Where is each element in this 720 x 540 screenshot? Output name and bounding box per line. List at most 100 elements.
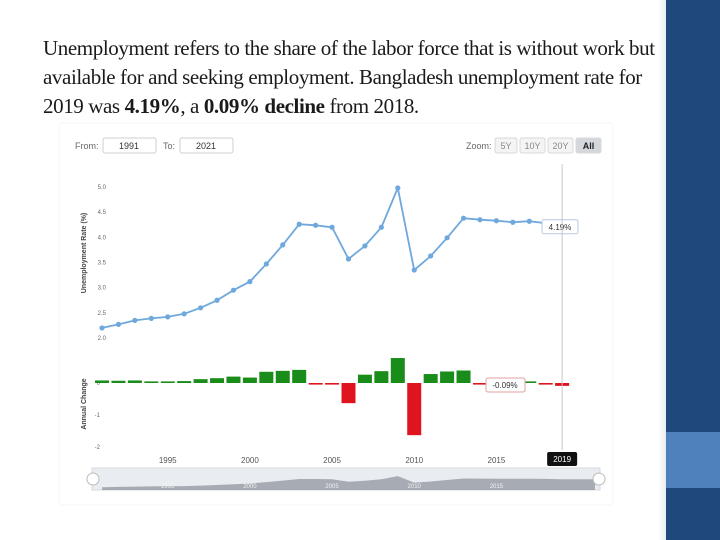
navigator-label: 2005 [325, 484, 339, 490]
annual-change-bar[interactable] [292, 369, 307, 383]
zoom-button-all[interactable] [575, 137, 602, 154]
line-y-tick-label: 4.5 [98, 210, 107, 216]
x-highlight-label: 2019 [553, 455, 571, 464]
annual-change-bar[interactable] [357, 374, 372, 383]
navigator-left-handle[interactable] [86, 472, 100, 486]
to-value: 2021 [196, 141, 216, 151]
line-y-tick-label: 3.0 [98, 286, 107, 292]
unemployment-point[interactable] [280, 242, 286, 248]
annual-change-bar[interactable] [111, 380, 126, 383]
unemployment-point[interactable] [296, 221, 302, 227]
zoom-button-label: 20Y [552, 141, 568, 151]
annual-change-bar[interactable] [374, 371, 389, 383]
unemployment-point[interactable] [165, 314, 171, 320]
unemployment-point[interactable] [493, 218, 499, 224]
x-tick-label: 2015 [488, 456, 506, 465]
bar-y-tick-label: -2 [95, 445, 101, 451]
zoom-button-20y[interactable] [547, 137, 574, 154]
unemployment-point[interactable] [115, 321, 122, 328]
unemployment-point[interactable] [247, 279, 253, 285]
from-input[interactable] [102, 137, 157, 154]
annual-change-bar[interactable] [193, 379, 208, 383]
navigator-label: 2000 [243, 484, 257, 490]
unemployment-point[interactable] [378, 224, 384, 230]
x-highlight-badge [547, 452, 578, 466]
x-tick-label: 2010 [405, 456, 423, 465]
annual-change-bar[interactable] [456, 370, 471, 383]
unemployment-point[interactable] [198, 305, 204, 311]
chart-canvas: From: 1991 To: 2021 Zoom: 5Y 10Y 20Y All Un… [75, 137, 606, 491]
unemployment-point[interactable] [395, 185, 401, 191]
navigator-label: 2010 [408, 484, 422, 490]
annual-change-bar[interactable] [127, 380, 142, 383]
from-value: 1991 [119, 141, 139, 151]
x-tick-label: 2005 [323, 456, 341, 465]
annual-change-bar[interactable] [275, 370, 290, 383]
bar-tooltip [485, 377, 526, 393]
x-tick-label: 2000 [241, 456, 259, 465]
annual-change-bar[interactable] [472, 383, 487, 385]
unemployment-point[interactable] [526, 218, 532, 224]
annual-change-bar[interactable] [226, 376, 241, 383]
annual-change-bar[interactable] [144, 381, 159, 383]
zoom-label: Zoom: [466, 141, 492, 151]
navigator-label: 1995 [161, 484, 175, 490]
line-y-tick-label: 3.5 [98, 261, 107, 267]
unemployment-point[interactable] [345, 256, 352, 262]
annual-change-bar[interactable] [95, 380, 109, 383]
annual-change-bar[interactable] [259, 371, 274, 383]
slide-bold-change: 0.09% decline [203, 94, 325, 118]
annual-change-bar[interactable] [423, 374, 438, 383]
annual-change-bar[interactable] [390, 358, 405, 383]
unemployment-point[interactable] [329, 224, 335, 230]
zoom-button-label: 5Y [500, 141, 511, 151]
line-y-tick-label: 2.5 [98, 311, 107, 317]
unemployment-point[interactable] [230, 287, 237, 293]
bar-y-tick-label: 0 [97, 381, 101, 387]
chart-widget: From: 1991 To: 2021 Zoom: 5Y 10Y 20Y All Un… [60, 124, 612, 504]
navigator-right-handle[interactable] [592, 472, 606, 486]
bar-y-axis-title: Annual Change [81, 378, 88, 429]
annual-change-bar[interactable] [177, 381, 192, 383]
unemployment-point[interactable] [477, 217, 483, 223]
annual-change-bar[interactable] [407, 383, 422, 436]
line-y-tick-label: 4.0 [98, 235, 107, 241]
annual-change-bar[interactable] [210, 378, 225, 383]
slide-bold-value: 4.19% [124, 94, 181, 118]
zoom-button-10y[interactable] [519, 137, 546, 154]
annual-change-bar[interactable] [325, 383, 340, 385]
annual-change-bar[interactable] [522, 381, 537, 383]
annual-change-bar[interactable] [440, 371, 455, 383]
line-y-tick-label: 5.0 [98, 185, 107, 191]
annual-change-bar[interactable] [242, 377, 257, 383]
annual-change-bar[interactable] [308, 383, 323, 385]
unemployment-point[interactable] [362, 243, 368, 249]
x-tick-label: 1995 [159, 456, 177, 465]
bar-y-tick-label: -1 [95, 413, 101, 419]
zoom-button-5y[interactable] [494, 137, 518, 154]
slide-paragraph: Unemployment refers to the share of the … [43, 34, 673, 121]
unemployment-point[interactable] [148, 315, 154, 321]
slide-text-part-3: from 2018. [324, 94, 419, 118]
unemployment-point[interactable] [132, 317, 138, 323]
from-label: From: [75, 141, 99, 151]
unemployment-point[interactable] [214, 297, 220, 303]
unemployment-point[interactable] [263, 261, 269, 267]
unemployment-point[interactable] [99, 325, 105, 331]
unemployment-point[interactable] [313, 222, 319, 228]
annual-change-bar[interactable] [160, 381, 175, 383]
to-input[interactable] [179, 137, 234, 154]
slide-accent-block [666, 432, 720, 488]
annual-change-bar[interactable] [538, 383, 553, 385]
line-y-tick-label: 2.0 [98, 336, 107, 342]
unemployment-point[interactable] [411, 267, 417, 273]
annual-change-bar[interactable] [341, 383, 356, 404]
unemployment-point[interactable] [510, 219, 516, 225]
unemployment-point[interactable] [428, 253, 434, 259]
unemployment-point[interactable] [460, 215, 467, 221]
unemployment-point[interactable] [444, 235, 450, 241]
unemployment-point[interactable] [181, 311, 187, 317]
slide-text-part-2: , a [180, 94, 204, 118]
unemployment-line [101, 184, 563, 329]
line-tooltip-text: 4.19% [549, 223, 572, 232]
